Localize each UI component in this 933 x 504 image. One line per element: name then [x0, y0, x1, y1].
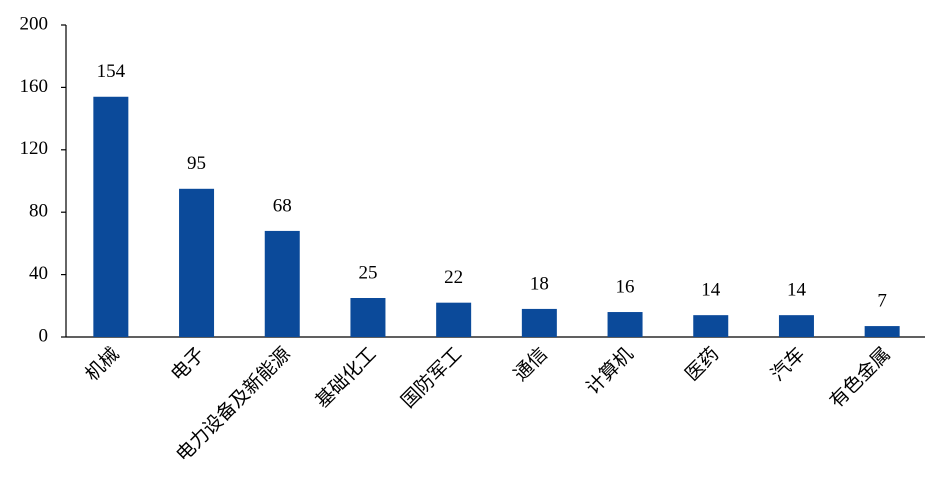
bar	[778, 315, 814, 337]
x-tick-label: 国防军工	[397, 343, 466, 412]
y-tick-label: 40	[29, 263, 48, 284]
bar	[693, 315, 729, 337]
x-tick-label: 基础化工	[311, 343, 380, 412]
y-tick-label: 120	[20, 138, 49, 159]
bar	[350, 298, 386, 337]
y-tick-label: 160	[20, 76, 49, 97]
value-label: 95	[187, 153, 206, 174]
value-label: 22	[444, 267, 463, 288]
x-tick-label: 通信	[510, 343, 552, 385]
value-label: 16	[616, 276, 635, 297]
x-tick-label: 计算机	[582, 343, 638, 399]
bar	[179, 188, 215, 337]
value-label: 18	[530, 273, 549, 294]
value-label: 7	[877, 290, 887, 311]
y-tick-label: 200	[20, 13, 49, 34]
value-label: 14	[787, 280, 807, 301]
bar	[93, 96, 129, 337]
value-label: 25	[358, 262, 377, 283]
value-label: 154	[97, 61, 126, 82]
value-label: 14	[701, 280, 721, 301]
bar	[607, 312, 643, 337]
x-tick-label: 电子	[167, 343, 209, 385]
y-tick-label: 0	[39, 325, 49, 346]
bar	[436, 302, 472, 337]
bar	[864, 326, 900, 337]
value-label: 68	[273, 195, 292, 216]
bar	[264, 230, 300, 337]
x-tick-label: 汽车	[767, 343, 809, 385]
bar	[521, 308, 557, 337]
y-tick-label: 80	[29, 201, 48, 222]
x-tick-label: 医药	[681, 343, 723, 385]
x-tick-label: 机械	[81, 343, 123, 385]
x-tick-label: 有色金属	[825, 343, 894, 412]
